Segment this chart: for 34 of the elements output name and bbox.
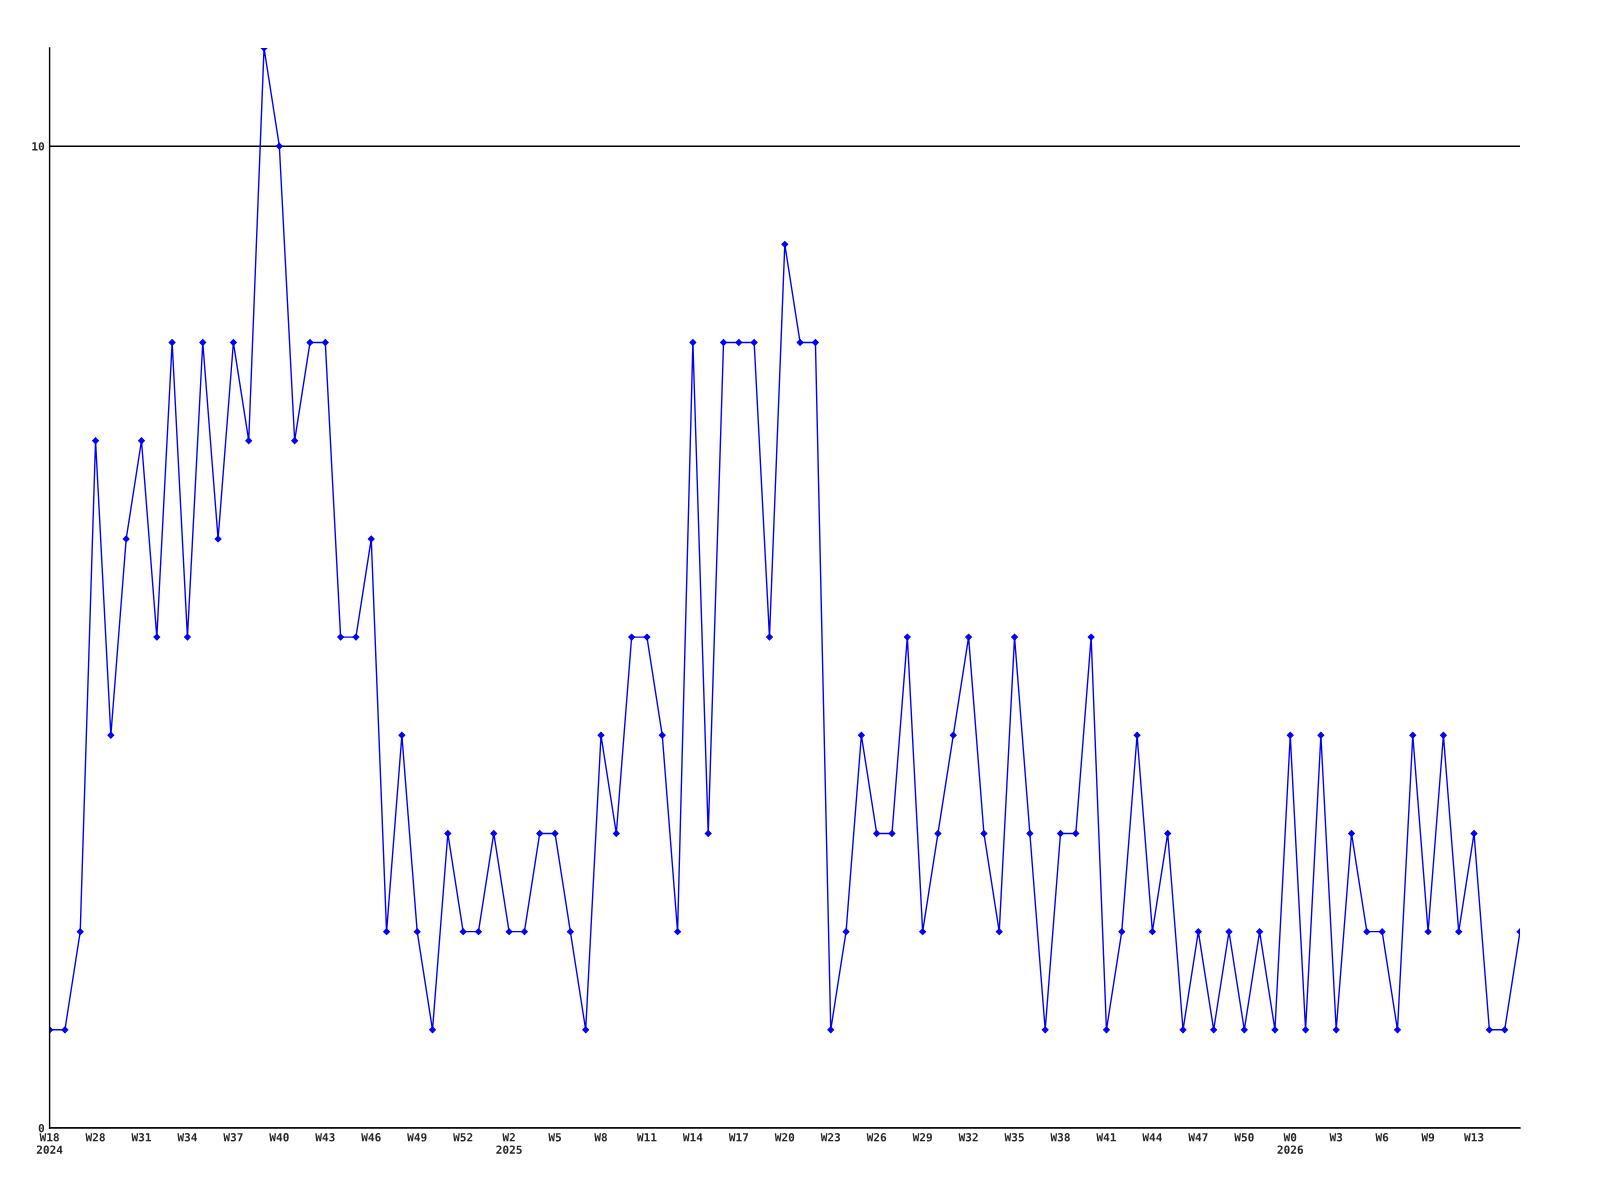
x-tick-label: W11	[636, 1133, 657, 1142]
x-tick-label: W31	[131, 1133, 151, 1142]
x-tick-label: W47	[1188, 1133, 1208, 1142]
x-tick-label: W49	[407, 1133, 427, 1142]
x-tick-label: W17	[728, 1133, 749, 1142]
x-tick-label: W41	[1096, 1133, 1116, 1142]
y-tick-label: 10	[32, 142, 45, 151]
x-tick-label: W26	[866, 1133, 887, 1142]
x-tick-label: W46	[361, 1133, 381, 1142]
x-tick-label: W37	[223, 1133, 243, 1142]
x-tick-label: W40	[269, 1133, 289, 1142]
x-tick-label: W14	[682, 1133, 703, 1142]
x-tick-label: W29	[912, 1133, 932, 1142]
y-tick-label: 0	[38, 1123, 45, 1133]
x-tick-label: W6	[1375, 1133, 1389, 1142]
x-tick-label: W38	[1050, 1133, 1070, 1142]
x-tick-label: W9	[1421, 1133, 1435, 1142]
x-tick-label: W0 2026	[1277, 1133, 1304, 1154]
x-tick-label: W50	[1234, 1133, 1254, 1142]
x-tick-label: W52	[453, 1133, 473, 1142]
x-tick-label: W43	[315, 1133, 335, 1142]
x-tick-label: W32	[958, 1133, 978, 1142]
x-tick-label: W8	[594, 1133, 607, 1142]
x-tick-label: W3	[1329, 1133, 1343, 1142]
x-tick-label: W23	[820, 1133, 841, 1142]
x-tick-label: W44	[1142, 1133, 1162, 1142]
x-tick-label: W13	[1464, 1133, 1484, 1142]
x-tick-label: W5	[548, 1133, 561, 1142]
x-tick-label: W35	[1004, 1133, 1024, 1142]
x-tick-label: W28	[85, 1133, 105, 1142]
x-tick-label: W18 2024	[36, 1133, 63, 1154]
x-tick-label: W34	[177, 1133, 197, 1142]
x-tick-label: W20	[774, 1133, 795, 1142]
x-tick-label: W2 2025	[496, 1133, 522, 1154]
